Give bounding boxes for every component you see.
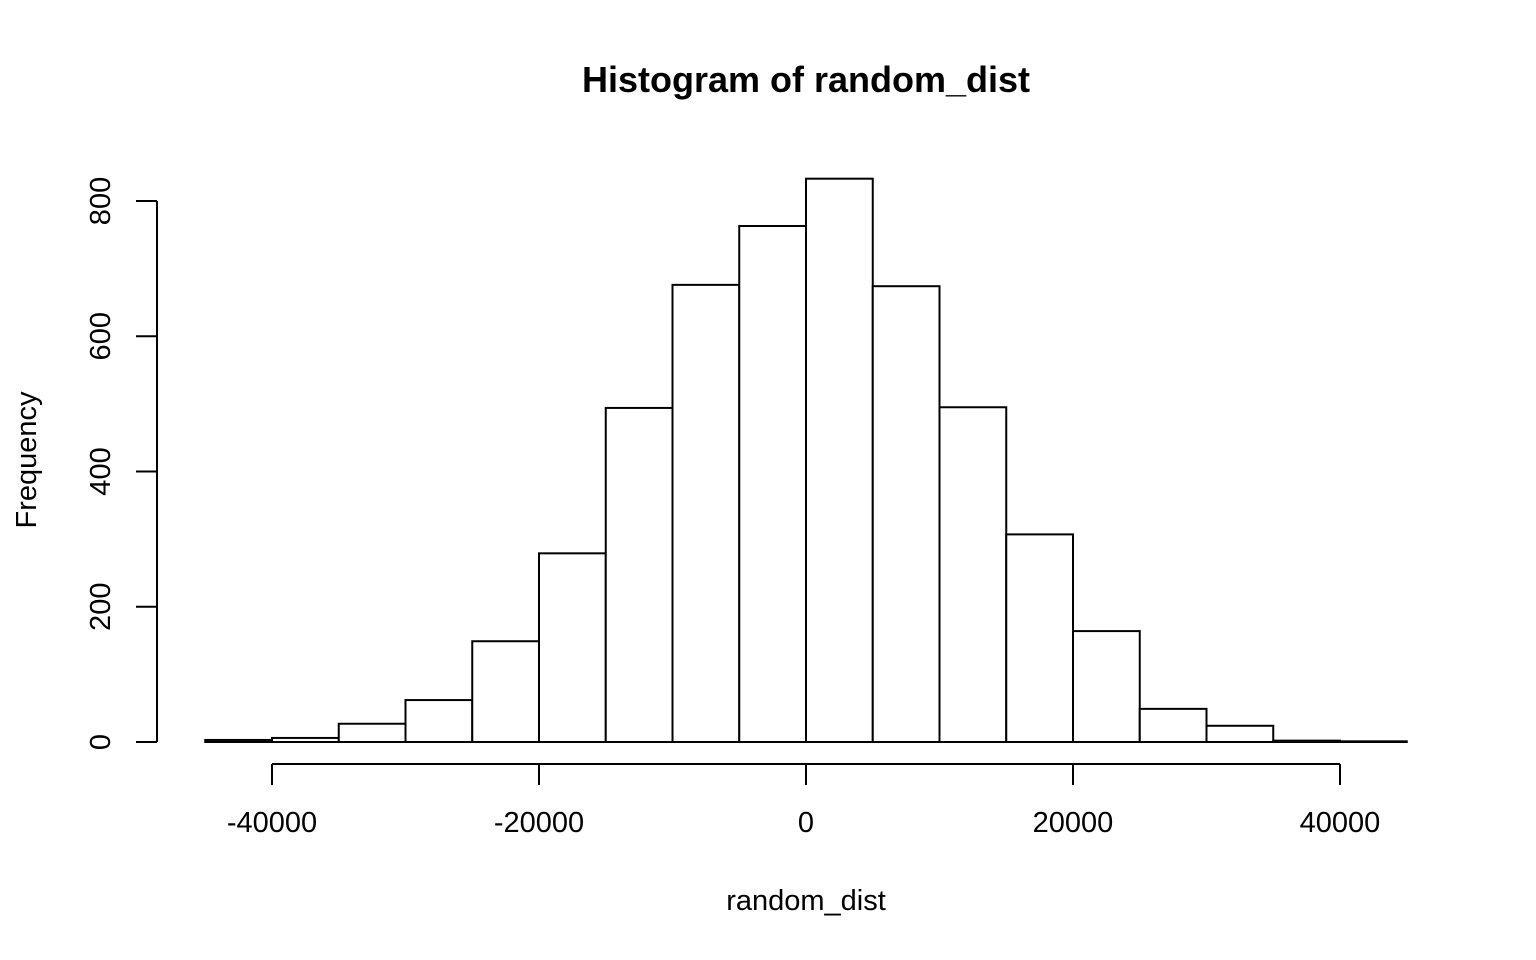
histogram-bar	[271, 736, 340, 744]
histogram-bar	[1072, 630, 1141, 743]
chart-title: Histogram of random_dist	[582, 59, 1030, 100]
y-tick-label: 200	[85, 583, 117, 631]
histogram-bar	[337, 722, 407, 744]
histogram-bar	[604, 406, 674, 743]
x-tick-label: 20000	[1033, 807, 1114, 839]
histogram-bar	[404, 699, 474, 744]
y-tick-label: 600	[85, 312, 117, 360]
histogram-bar	[1272, 739, 1341, 744]
histogram-bar	[1005, 533, 1074, 743]
x-tick-label: -40000	[227, 807, 317, 839]
x-tick-label: 40000	[1300, 807, 1381, 839]
histogram-bar	[1205, 724, 1275, 744]
bars-group	[204, 177, 1408, 744]
y-axis-label: Frequency	[11, 391, 43, 529]
y-axis: 0 200 400 600 800	[85, 177, 158, 750]
histogram-bar	[204, 738, 273, 744]
x-axis-label: random_dist	[726, 885, 886, 917]
histogram-bar	[938, 406, 1008, 743]
x-axis: -40000 -20000 0 20000 40000	[227, 763, 1381, 839]
y-tick-label: 400	[85, 447, 117, 495]
histogram-bar	[805, 177, 874, 743]
x-tick-label: -20000	[494, 807, 584, 839]
y-tick-label: 800	[85, 177, 117, 225]
x-tick-label: 0	[798, 807, 814, 839]
histogram-bar	[671, 283, 741, 743]
histogram-bar	[538, 552, 607, 743]
y-tick-label: 0	[85, 734, 117, 750]
histogram-bar	[738, 225, 807, 744]
histogram-bar	[1339, 740, 1408, 743]
histogram-bar	[471, 640, 540, 744]
histogram-bar	[1138, 707, 1208, 744]
histogram-bar	[871, 285, 941, 743]
